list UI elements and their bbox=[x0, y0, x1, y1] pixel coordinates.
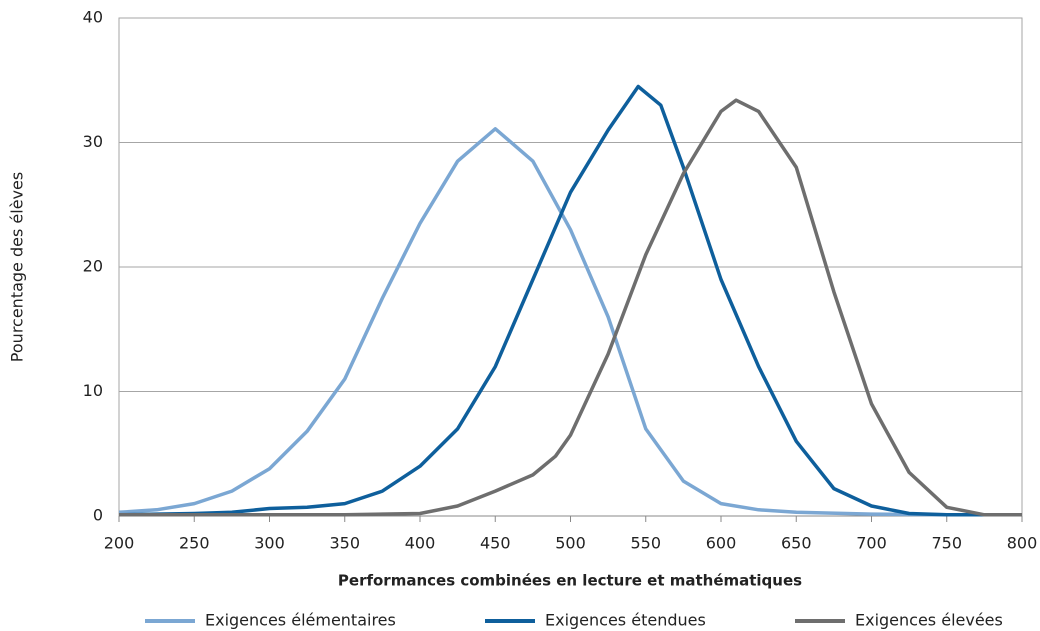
x-tick-label: 700 bbox=[856, 534, 887, 553]
legend-label: Exigences étendues bbox=[545, 611, 706, 630]
series-line bbox=[119, 98, 1022, 517]
x-tick-label: 200 bbox=[104, 534, 135, 553]
x-tick-label: 550 bbox=[630, 534, 661, 553]
legend-label: Exigences élémentaires bbox=[205, 611, 396, 630]
legend-label: Exigences élevées bbox=[855, 611, 1003, 630]
y-tick-label: 0 bbox=[93, 506, 103, 525]
y-tick-label: 20 bbox=[83, 257, 103, 276]
x-tick-label: 500 bbox=[555, 534, 586, 553]
x-tick-label: 600 bbox=[706, 534, 737, 553]
y-axis-label: Pourcentage des élèves bbox=[8, 172, 27, 362]
x-tick-label: 450 bbox=[480, 534, 511, 553]
y-tick-label: 10 bbox=[83, 381, 103, 400]
x-axis-label: Performances combinées en lecture et mat… bbox=[338, 572, 802, 590]
y-tick-label: 40 bbox=[83, 8, 103, 27]
x-tick-label: 250 bbox=[179, 534, 210, 553]
x-tick-label: 400 bbox=[405, 534, 436, 553]
x-tick-label: 800 bbox=[1007, 534, 1038, 553]
y-tick-label: 30 bbox=[83, 132, 103, 151]
series-line bbox=[118, 84, 1022, 517]
series-line bbox=[118, 127, 1022, 517]
x-tick-label: 300 bbox=[254, 534, 285, 553]
x-tick-label: 350 bbox=[329, 534, 360, 553]
x-tick-label: 750 bbox=[931, 534, 962, 553]
x-tick-label: 650 bbox=[781, 534, 812, 553]
